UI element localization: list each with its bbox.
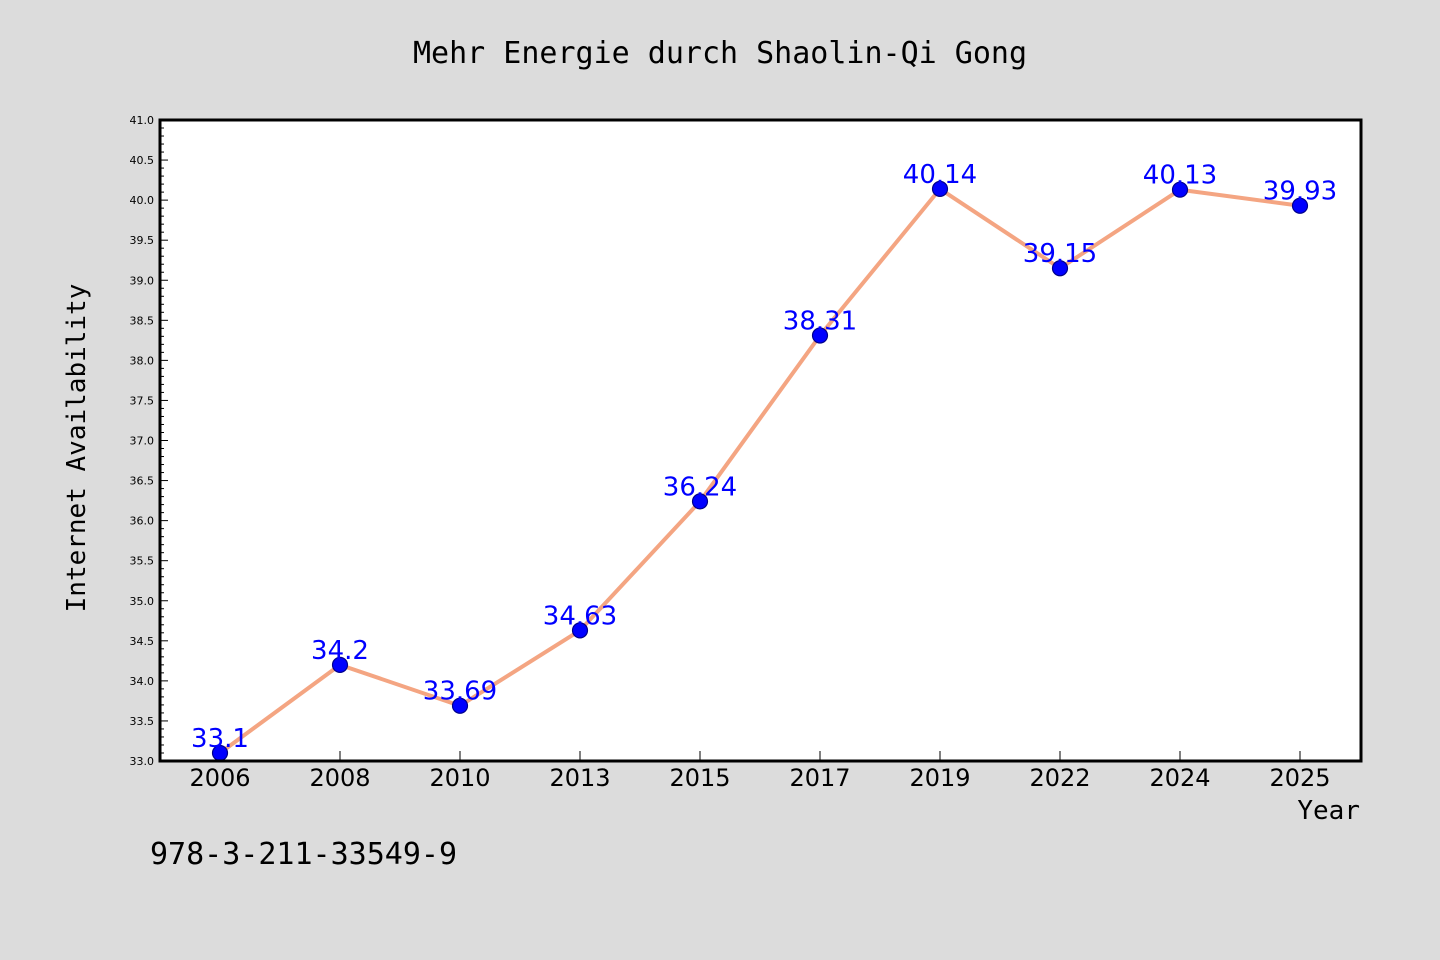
x-tick-label: 2019 bbox=[909, 764, 970, 792]
data-label: 38.31 bbox=[783, 307, 857, 337]
data-label: 34.2 bbox=[311, 636, 369, 666]
y-tick-label: 37.5 bbox=[130, 394, 155, 407]
data-point bbox=[571, 622, 589, 639]
y-tick-label: 35.5 bbox=[130, 555, 155, 568]
x-tick-label: 2006 bbox=[189, 764, 250, 792]
data-label: 33.1 bbox=[191, 724, 249, 754]
plot-frame bbox=[158, 118, 1363, 763]
series-markers bbox=[211, 180, 1309, 762]
x-tick-label: 2008 bbox=[309, 764, 370, 792]
y-tick-label: 38.5 bbox=[130, 314, 155, 327]
y-tick-label: 39.5 bbox=[130, 234, 155, 247]
data-label: 34.63 bbox=[543, 601, 617, 631]
data-point bbox=[451, 697, 469, 714]
x-axis: 2006 2008 2010 2013 2015 2017 2019 2022 2024 2025 bbox=[189, 751, 1331, 792]
data-point bbox=[691, 493, 709, 510]
y-tick-label: 38.0 bbox=[130, 354, 155, 367]
y-tick-label: 35.0 bbox=[130, 595, 155, 608]
x-tick-label: 2015 bbox=[669, 764, 730, 792]
y-tick-label: 40.0 bbox=[130, 194, 155, 207]
data-label: 39.93 bbox=[1263, 177, 1337, 207]
x-tick-label: 2022 bbox=[1029, 764, 1090, 792]
data-label: 39.15 bbox=[1023, 239, 1097, 269]
y-tick-label: 40.5 bbox=[130, 154, 155, 167]
y-tick-label: 36.5 bbox=[130, 475, 155, 488]
data-point bbox=[1051, 260, 1069, 277]
data-point bbox=[1171, 181, 1189, 198]
data-label: 40.13 bbox=[1143, 161, 1217, 191]
plot-area bbox=[160, 120, 1361, 761]
y-tick-label: 33.5 bbox=[130, 715, 155, 728]
series-line bbox=[218, 186, 1301, 755]
y-axis-label: Internet Availability bbox=[62, 284, 92, 613]
data-label: 36.24 bbox=[663, 472, 737, 502]
x-tick-label: 2024 bbox=[1149, 764, 1210, 792]
y-tick-label: 39.0 bbox=[130, 274, 155, 287]
y-axis: 33.0 33.5 34.0 34.5 35.0 35.5 36.0 36.5 37.0 37.5… bbox=[130, 114, 168, 768]
y-tick-label: 41.0 bbox=[130, 114, 155, 127]
data-point bbox=[811, 327, 829, 344]
data-labels: 33.1 34.2 33.69 34.63 36.24 38.31 40.14 39.15 40… bbox=[191, 160, 1337, 754]
x-tick-label: 2010 bbox=[429, 764, 490, 792]
chart-title: Mehr Energie durch Shaolin-Qi Gong bbox=[413, 36, 1027, 71]
isbn-footnote: 978-3-211-33549-9 bbox=[150, 837, 457, 872]
data-label: 33.69 bbox=[423, 677, 497, 707]
data-point bbox=[931, 180, 949, 198]
y-tick-label: 33.0 bbox=[130, 755, 155, 768]
y-tick-label: 37.0 bbox=[130, 435, 155, 448]
y-tick-label: 36.0 bbox=[130, 515, 155, 528]
data-point bbox=[331, 656, 349, 673]
x-tick-label: 2025 bbox=[1269, 764, 1330, 792]
data-label: 40.14 bbox=[903, 160, 977, 190]
data-point bbox=[1291, 197, 1309, 214]
y-tick-label: 34.0 bbox=[130, 675, 155, 688]
y-tick-label: 34.5 bbox=[130, 635, 155, 648]
x-tick-label: 2013 bbox=[549, 764, 610, 792]
x-axis-label: Year bbox=[1297, 796, 1360, 826]
x-tick-label: 2017 bbox=[789, 764, 850, 792]
